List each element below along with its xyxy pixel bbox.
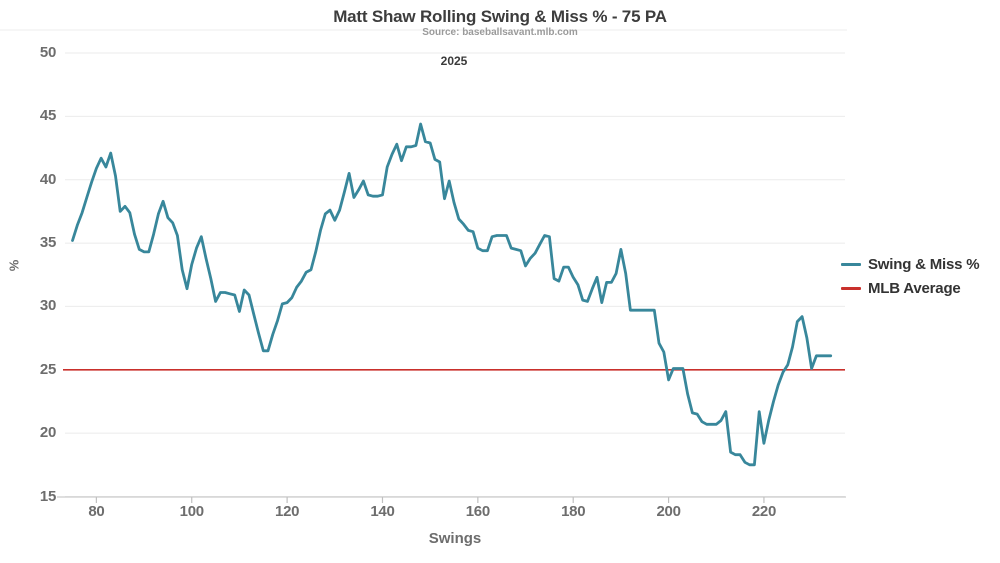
x-tick-label-140: 140 [370,503,395,520]
x-tick-label-180: 180 [561,503,586,520]
legend-label-mlb-average: MLB Average [868,280,961,297]
chart-title: Matt Shaw Rolling Swing & Miss % - 75 PA [333,7,667,26]
x-tick-label-160: 160 [465,503,490,520]
x-tick-label-100: 100 [179,503,204,520]
chart-subtitle: Source: baseballsavant.mlb.com [422,27,578,38]
swing-miss-line[interactable] [71,122,833,467]
legend-swatch-mlb-average [841,286,861,291]
y-tick-label-50: 50 [39,44,56,61]
legend-item-swing-miss[interactable]: Swing & Miss % [841,256,980,273]
x-tick-label-220: 220 [751,503,776,520]
facet-year-label: 2025 [440,54,468,68]
y-tick-label-20: 20 [39,424,56,442]
x-tick-label-200: 200 [656,503,681,520]
legend-swatch-swing-miss [841,262,861,267]
y-tick-label-40: 40 [39,170,56,188]
y-tick-label-25: 25 [39,360,56,378]
y-tick-label-15: 15 [39,487,56,505]
y-tick-label-45: 45 [39,107,56,125]
x-tick-label-80: 80 [88,503,105,520]
y-tick-label-30: 30 [39,297,56,315]
y-tick-label-35: 35 [39,234,56,252]
x-axis-title: Swings [428,530,482,547]
y-axis-title: % [6,259,22,272]
x-tick-label-120: 120 [275,503,300,520]
legend-label-swing-miss: Swing & Miss % [868,256,980,273]
legend: Swing & Miss % MLB Average [841,256,980,304]
legend-item-mlb-average[interactable]: MLB Average [841,280,979,297]
